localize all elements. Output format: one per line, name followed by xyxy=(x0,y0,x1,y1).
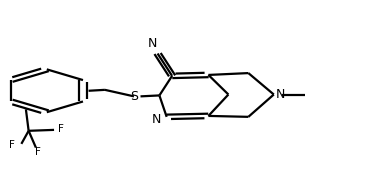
Text: F: F xyxy=(9,140,15,150)
Text: S: S xyxy=(130,90,138,103)
Text: F: F xyxy=(35,147,41,157)
Text: N: N xyxy=(147,37,157,50)
Text: N: N xyxy=(152,113,161,125)
Text: F: F xyxy=(59,124,64,134)
Text: N: N xyxy=(276,88,285,101)
